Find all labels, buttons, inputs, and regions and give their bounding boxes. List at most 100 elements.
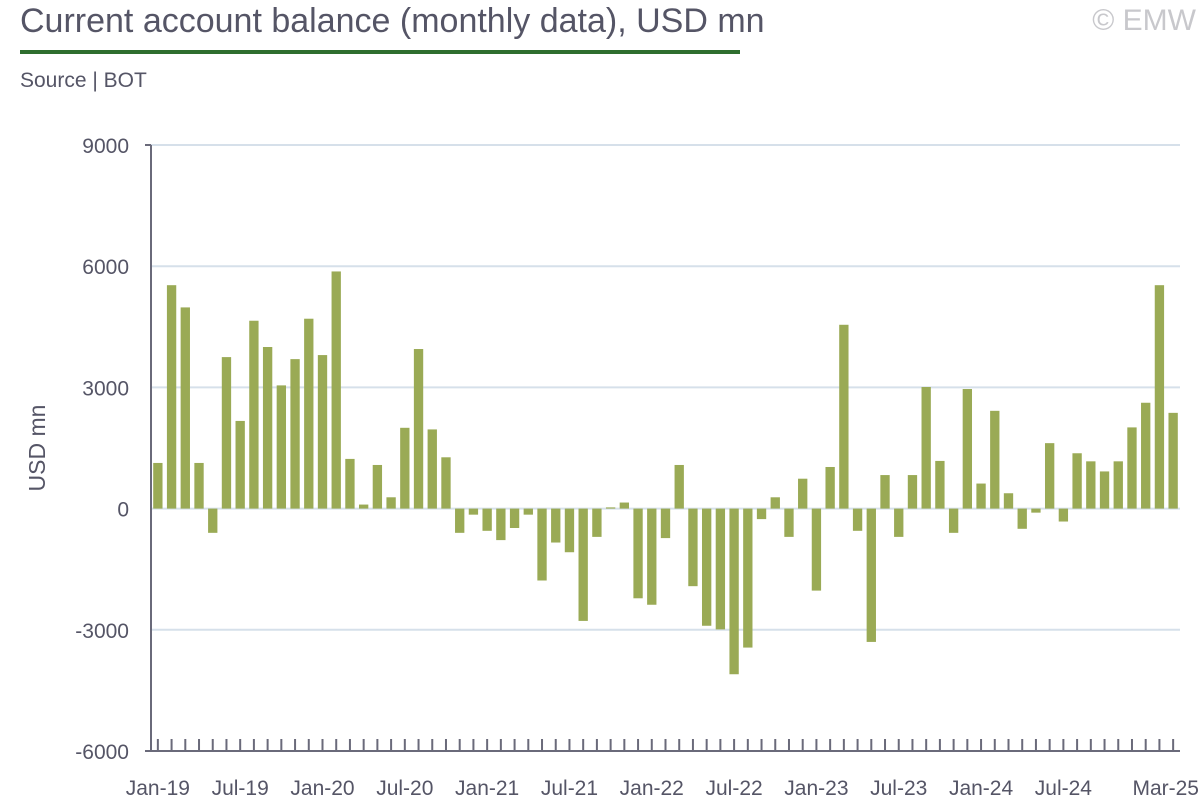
- bar-Aug-19: [249, 320, 259, 509]
- bar-Nov-21: [619, 502, 630, 509]
- bar-Oct-24: [1099, 471, 1110, 509]
- bar-May-22: [701, 508, 712, 626]
- bars: [153, 271, 1178, 675]
- bar-Jan-22: [647, 508, 657, 605]
- bar-Feb-25: [1154, 285, 1165, 509]
- chart-title: Current account balance (monthly data), …: [20, 2, 765, 40]
- bar-Oct-23: [935, 460, 945, 509]
- bar-Nov-19: [290, 359, 300, 509]
- bar-Apr-23: [852, 508, 863, 531]
- source-label: Source | BOT: [20, 69, 147, 92]
- bar-Aug-23: [907, 475, 918, 509]
- bar-Mar-22: [674, 464, 684, 509]
- bar-Apr-22: [688, 508, 698, 587]
- y-axis-title: USD mn: [24, 405, 50, 492]
- bar-Jul-22: [729, 508, 739, 675]
- bar-Jun-24: [1044, 443, 1055, 509]
- bar-Jan-19: [153, 462, 163, 509]
- bar-Feb-24: [990, 410, 1000, 509]
- bar-Oct-22: [770, 497, 780, 509]
- bar-Sep-20: [427, 429, 437, 509]
- x-tick-label: Jul-23: [870, 777, 927, 800]
- bar-Oct-21: [605, 507, 616, 509]
- x-tick-label: Jul-21: [541, 777, 598, 800]
- bar-Aug-20: [413, 349, 424, 509]
- copyright-label: © EMW: [1092, 4, 1196, 37]
- bar-Feb-19: [166, 285, 177, 509]
- y-tick-label: 0: [117, 499, 129, 522]
- bar-Jul-24: [1058, 508, 1069, 522]
- bar-Feb-20: [331, 271, 341, 509]
- bar-Sep-24: [1086, 461, 1096, 509]
- x-tick-label: Jan-19: [126, 777, 190, 800]
- bar-May-21: [537, 508, 547, 581]
- bar-Jan-23: [811, 508, 822, 591]
- bar-Feb-21: [496, 508, 506, 541]
- x-tick-label: Jan-21: [455, 777, 519, 800]
- bar-Aug-22: [743, 508, 753, 648]
- bar-Mar-25: [1168, 412, 1178, 509]
- bar-Oct-19: [276, 385, 287, 509]
- bar-Dec-21: [633, 508, 643, 599]
- bar-May-23: [866, 508, 876, 642]
- x-tick-label: Mar-25: [1132, 777, 1199, 800]
- bar-May-24: [1031, 508, 1041, 513]
- x-tick-label: Jul-22: [705, 777, 762, 800]
- bar-Dec-24: [1127, 427, 1137, 509]
- x-tick-label: Jan-22: [620, 777, 684, 800]
- axes: -6000 -3000 0 3000 6000 9000 Jan-19 Jul-19 Jan-2…: [75, 135, 1199, 800]
- x-tick-label: Jul-20: [376, 777, 433, 800]
- y-tick-label: 6000: [82, 256, 129, 279]
- bar-Feb-23: [825, 466, 835, 509]
- bar-Mar-21: [509, 508, 520, 528]
- bar-Jun-20: [386, 497, 396, 509]
- bar-Jul-19: [235, 420, 245, 509]
- bar-Nov-23: [948, 508, 959, 533]
- x-tick-label: Jan-24: [949, 777, 1014, 800]
- x-tick-label: Jul-19: [212, 777, 269, 800]
- bar-May-19: [208, 508, 218, 533]
- bar-Nov-24: [1113, 461, 1123, 509]
- bar-Sep-21: [592, 508, 602, 537]
- bar-Jun-23: [880, 475, 890, 509]
- bar-Mar-24: [1003, 493, 1014, 509]
- bar-Aug-21: [578, 508, 588, 621]
- bar-Apr-21: [523, 508, 533, 515]
- bar-Jun-22: [715, 508, 726, 630]
- bar-Nov-20: [455, 508, 465, 533]
- bar-Oct-20: [441, 457, 451, 509]
- bar-Mar-20: [345, 458, 355, 509]
- bar-Sep-22: [756, 508, 767, 520]
- bar-Dec-23: [962, 389, 973, 509]
- bar-Sep-19: [262, 347, 273, 509]
- x-tick-label: Jan-23: [784, 777, 848, 800]
- bar-Sep-23: [921, 386, 931, 509]
- bar-Jul-20: [400, 427, 410, 509]
- y-tick-label: 9000: [82, 135, 129, 158]
- bar-Nov-22: [784, 508, 794, 537]
- x-tick-label: Jul-24: [1035, 777, 1093, 800]
- bar-Jan-21: [482, 508, 492, 531]
- bar-Jan-24: [976, 483, 986, 509]
- bar-Dec-20: [468, 508, 479, 515]
- title-underline: [20, 50, 740, 54]
- bar-Jul-21: [564, 508, 575, 553]
- bar-Jul-23: [894, 508, 904, 537]
- y-tick-label: -6000: [75, 741, 129, 764]
- bar-Feb-22: [660, 508, 671, 539]
- bar-Aug-24: [1072, 453, 1082, 509]
- bar-Apr-20: [358, 504, 369, 509]
- x-tick-label: Jan-20: [290, 777, 354, 800]
- y-tick-label: 3000: [82, 377, 129, 400]
- bar-Jan-25: [1141, 402, 1151, 509]
- bar-Jan-20: [317, 355, 328, 509]
- y-tick-label: -3000: [75, 620, 129, 643]
- bar-Jun-21: [551, 508, 561, 543]
- bar-Jun-19: [221, 357, 232, 509]
- bar-May-20: [372, 464, 383, 509]
- bar-Mar-23: [839, 324, 849, 509]
- bar-Mar-19: [180, 307, 190, 509]
- bar-Apr-19: [194, 462, 204, 509]
- bar-Dec-19: [304, 318, 314, 509]
